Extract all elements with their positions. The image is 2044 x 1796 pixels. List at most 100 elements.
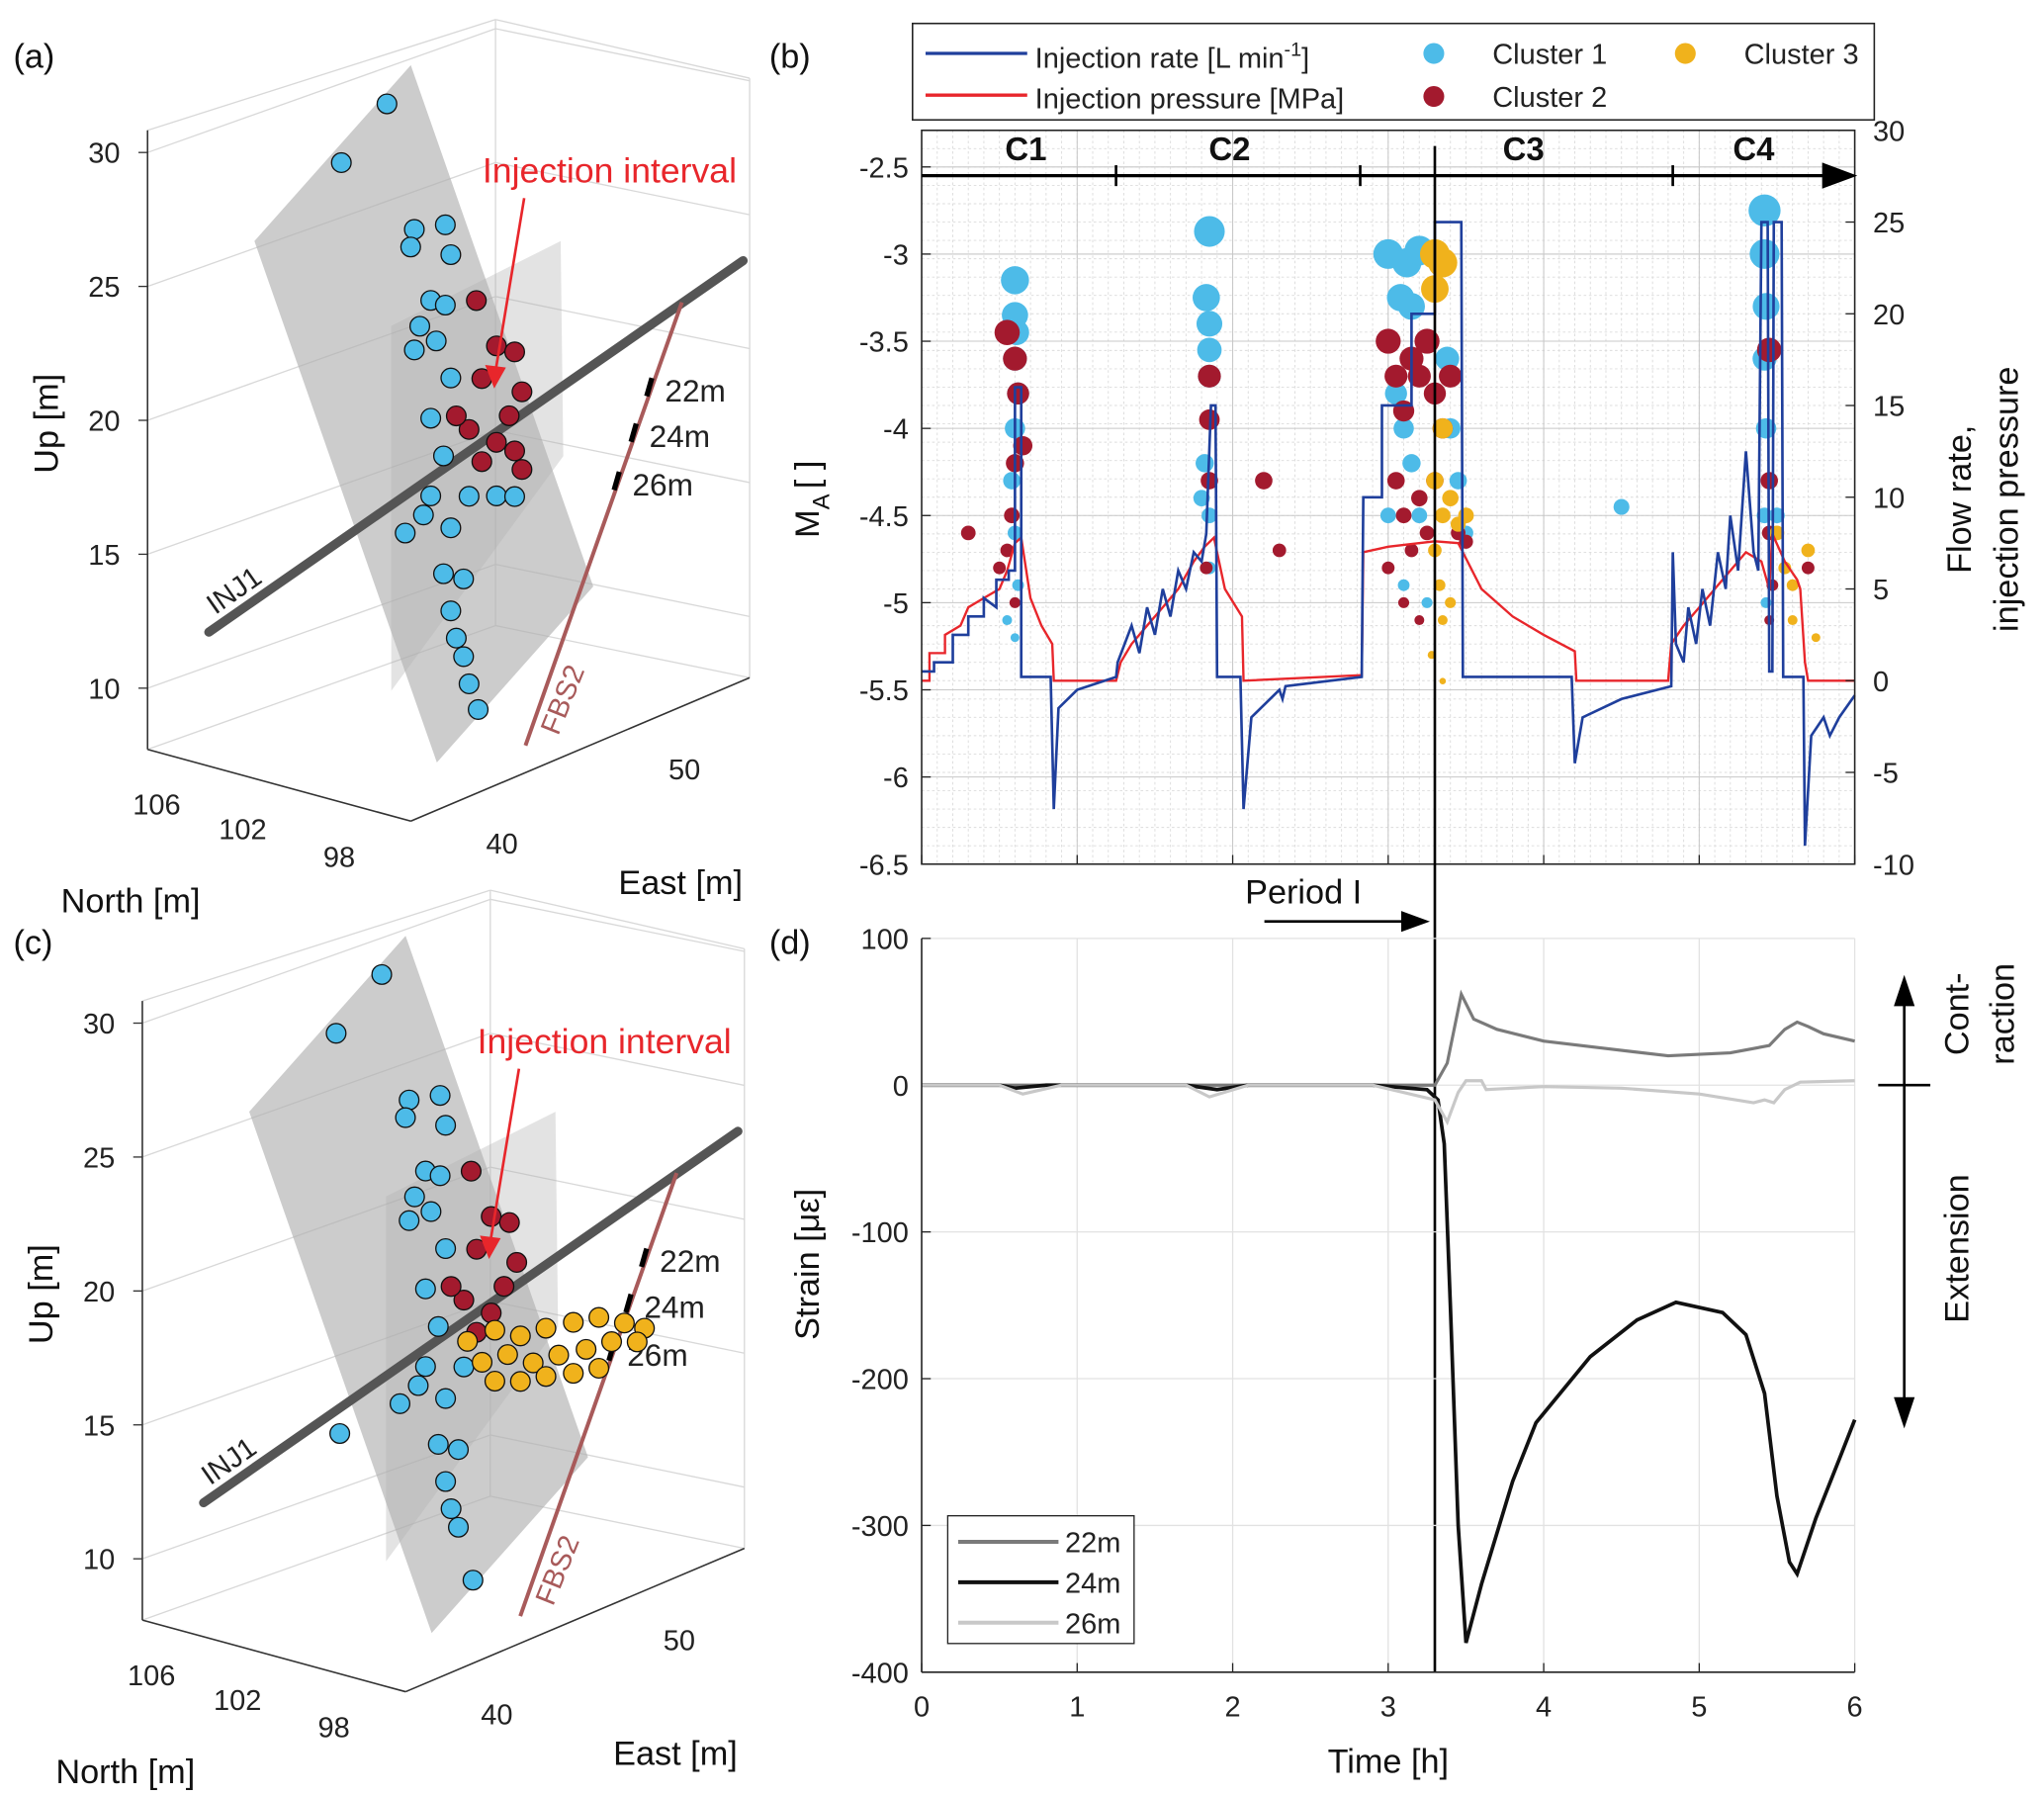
event-point-cluster-1 [1755, 417, 1777, 439]
fbs2-depth-marker [611, 471, 622, 492]
injection-rate-line [922, 221, 1856, 847]
event-point-cluster-2 [960, 525, 976, 541]
event-point-cluster-1 [434, 214, 456, 235]
north-tick-label: 106 [128, 1661, 175, 1692]
event-point-cluster-3 [1428, 247, 1458, 278]
injection-interval-arrow [493, 198, 526, 372]
event-point-cluster-1 [403, 219, 425, 240]
event-point-cluster-2 [1198, 364, 1221, 388]
panel-d-strain-chart: 0 1 2 3 4 5 6 100 0 -100 -200 -300 -400 Time [h] Strai… [789, 924, 2021, 1780]
event-point-cluster-1 [403, 1186, 425, 1208]
x-tick-label: 6 [1847, 1692, 1863, 1724]
event-point-cluster-2 [511, 381, 533, 403]
event-point-cluster-2 [458, 418, 480, 440]
cycle-label: C3 [1503, 131, 1545, 167]
event-point-cluster-1 [395, 522, 416, 544]
event-point-cluster-1 [1197, 337, 1222, 363]
north-axis-line [141, 1619, 406, 1693]
event-point-cluster-3 [588, 1357, 610, 1380]
grid-line [494, 161, 751, 216]
up-axis-title: Up [m] [28, 374, 65, 474]
event-point-cluster-2 [481, 1206, 502, 1227]
event-point-cluster-2 [1255, 472, 1273, 490]
legend-box [912, 22, 1876, 122]
event-point-cluster-2 [511, 459, 533, 481]
event-point-cluster-1 [1752, 293, 1780, 320]
event-point-cluster-2 [506, 1251, 528, 1274]
event-point-cluster-1 [407, 1375, 429, 1396]
event-point-cluster-1 [458, 486, 480, 507]
y2-axis-title-line2: injection pressure [1988, 367, 2025, 632]
well-inj1 [199, 1126, 743, 1508]
event-point-cluster-1 [395, 1107, 416, 1128]
event-point-cluster-1 [447, 1439, 470, 1461]
event-point-cluster-1 [1421, 596, 1433, 608]
event-point-cluster-2 [445, 404, 467, 427]
event-point-cluster-1 [1193, 490, 1210, 506]
event-point-cluster-1 [1748, 194, 1781, 227]
x-tick-label: 5 [1691, 1692, 1707, 1724]
event-point-cluster-1 [420, 407, 442, 429]
event-point-cluster-1 [440, 517, 462, 539]
z-tick-label: 30 [83, 1009, 115, 1040]
event-point-cluster-3 [1433, 579, 1446, 591]
event-point-cluster-3 [484, 1319, 505, 1341]
legend-rate-close: ] [1301, 44, 1309, 75]
extension-label: Extension [1938, 1174, 1976, 1322]
north-tick-label: 102 [214, 1685, 261, 1717]
depth-label: 24m [650, 418, 711, 454]
event-point-cluster-3 [563, 1311, 584, 1333]
arrow-head [485, 364, 506, 389]
event-point-cluster-1 [1003, 472, 1022, 490]
event-point-cluster-1 [435, 1471, 457, 1492]
event-point-cluster-1 [399, 1089, 420, 1111]
x-tick-label: 3 [1380, 1692, 1396, 1724]
event-point-cluster-1 [1193, 284, 1220, 312]
event-point-cluster-2 [1007, 382, 1029, 405]
event-point-cluster-1 [1201, 507, 1217, 524]
event-point-cluster-1 [1449, 472, 1467, 490]
event-point-cluster-2 [486, 431, 507, 453]
event-point-cluster-3 [563, 1363, 584, 1385]
event-point-cluster-1 [1411, 507, 1428, 524]
legend-cluster3-label: Cluster 3 [1744, 40, 1859, 71]
y-tick-label: -4.5 [859, 501, 909, 533]
depth-label: 24m [644, 1289, 705, 1324]
y-tick-label: 100 [860, 924, 908, 955]
event-point-cluster-2 [1386, 472, 1405, 490]
event-point-cluster-2 [1384, 364, 1408, 388]
grid-line [147, 28, 496, 153]
event-point-cluster-1 [1010, 633, 1020, 643]
event-point-cluster-2 [1013, 435, 1033, 456]
grid-line [489, 898, 745, 952]
panel-label-b: (b) [769, 39, 811, 76]
event-point-cluster-1 [414, 1356, 436, 1378]
legend-cluster2-marker [1423, 85, 1445, 108]
event-point-cluster-1 [453, 646, 475, 668]
event-point-cluster-2 [440, 1276, 462, 1298]
legend-pressure-label: Injection pressure [MPa] [1035, 83, 1345, 115]
grid-line [494, 28, 751, 82]
event-point-cluster-1 [462, 1570, 484, 1591]
north-axis-title: North [m] [55, 1753, 195, 1791]
event-point-cluster-2 [453, 1290, 475, 1311]
strain-line-26m [922, 1079, 1855, 1126]
depth-label: 22m [665, 373, 726, 408]
event-point-cluster-1 [435, 1115, 457, 1136]
event-point-cluster-1 [434, 294, 456, 316]
event-point-cluster-3 [535, 1366, 557, 1388]
y-tick-label: -5 [883, 588, 909, 620]
event-point-cluster-2 [1439, 364, 1463, 388]
event-point-cluster-3 [535, 1317, 557, 1339]
y-axis-title: MA [ ] [789, 461, 836, 538]
event-point-cluster-2 [1009, 596, 1021, 608]
event-point-cluster-1 [1749, 238, 1780, 269]
event-point-cluster-3 [1787, 615, 1798, 626]
event-point-cluster-3 [548, 1344, 570, 1366]
event-point-cluster-3 [522, 1352, 544, 1374]
event-point-cluster-2 [1376, 328, 1401, 354]
event-point-cluster-1 [325, 1023, 347, 1044]
event-point-cluster-2 [481, 1302, 502, 1324]
event-point-cluster-3 [1458, 507, 1474, 524]
event-point-cluster-1 [432, 445, 455, 467]
